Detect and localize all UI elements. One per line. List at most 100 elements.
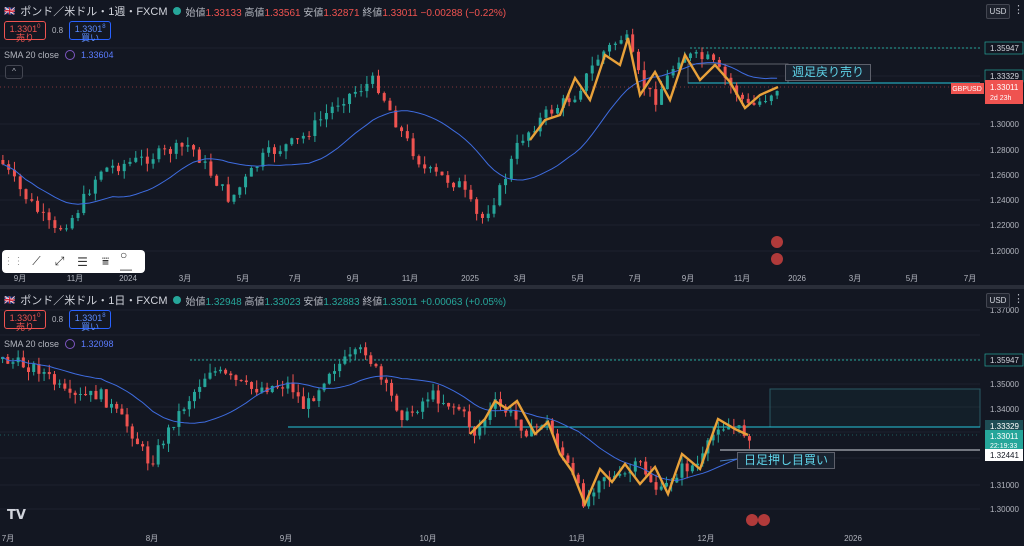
- indicator-settings-icon[interactable]: [65, 50, 76, 60]
- trade-buttons: 1.33010 売り 0.8 1.33018 買い: [4, 310, 112, 332]
- countdown-label: 22:19:33: [990, 443, 1017, 450]
- time-label: 2026: [788, 274, 806, 283]
- candle: [680, 463, 684, 478]
- uk-flag-event-icon: [771, 253, 783, 265]
- weekly-annotation[interactable]: 週足戻り売り: [785, 64, 872, 81]
- fib-icon[interactable]: ⩸: [101, 254, 110, 268]
- candle: [411, 138, 415, 157]
- more-menu-icon[interactable]: ⋮: [1013, 293, 1024, 305]
- buy-button[interactable]: 1.33018 買い: [69, 21, 112, 43]
- candle: [313, 120, 317, 137]
- candle: [463, 181, 467, 190]
- buy-zone-box: [769, 388, 981, 428]
- indicator-settings-icon[interactable]: [65, 339, 76, 349]
- current-price-tag: [985, 80, 1023, 104]
- sma-line: [2, 62, 778, 205]
- candle: [623, 473, 627, 475]
- price-label: 1.24000: [990, 196, 1019, 205]
- candle: [382, 93, 386, 101]
- candle: [330, 106, 334, 114]
- sell-button[interactable]: 1.33010 売り: [4, 310, 46, 332]
- collapse-legend-button[interactable]: ^: [5, 65, 23, 79]
- candle: [648, 87, 652, 90]
- time-label: 5月: [572, 274, 584, 283]
- candle: [301, 135, 305, 139]
- currency-button[interactable]: USD: [986, 293, 1010, 308]
- candle: [76, 213, 80, 218]
- symbol-title[interactable]: ポンド／米ドル・1日・FXCM: [20, 295, 168, 307]
- candle: [208, 372, 212, 379]
- candle: [336, 105, 340, 107]
- candle: [284, 144, 288, 152]
- trendline-icon[interactable]: ⟋: [32, 254, 41, 268]
- daily-annotation[interactable]: 日足押し目買い: [737, 452, 836, 469]
- candle: [130, 426, 134, 439]
- tradingview-logo[interactable]: TV: [7, 508, 26, 523]
- candle: [388, 100, 392, 111]
- price-label: 1.30000: [990, 505, 1019, 514]
- candle: [312, 398, 316, 402]
- ray-icon[interactable]: ⤢: [54, 254, 65, 268]
- pane-divider[interactable]: [0, 285, 1024, 289]
- candle: [633, 461, 637, 472]
- candle: [550, 109, 554, 114]
- candle: [42, 372, 46, 374]
- candle: [358, 347, 362, 350]
- candle: [740, 94, 744, 99]
- candle: [18, 176, 22, 190]
- candle: [215, 175, 219, 186]
- candle: [11, 362, 15, 364]
- candle: [417, 156, 421, 165]
- candle: [584, 73, 588, 91]
- weekly-chart-pane[interactable]: 1.35947 1.33329 1.30000 1.28000 1.26000 1.240…: [0, 0, 1024, 285]
- candle: [12, 169, 16, 177]
- candle: [322, 383, 326, 391]
- candle: [677, 62, 681, 70]
- time-label: 2024: [119, 274, 137, 283]
- more-menu-icon[interactable]: ⋮: [1013, 4, 1024, 16]
- candle: [431, 390, 435, 400]
- candle: [255, 388, 259, 393]
- daily-chart-canvas[interactable]: 1.370001.359471.350001.340001.333291.330…: [0, 289, 1024, 546]
- symbol-tag-text: GBPUSD: [952, 86, 982, 93]
- weekly-chart-canvas[interactable]: 1.35947 1.33329 1.30000 1.28000 1.26000 1.240…: [0, 0, 1024, 285]
- symbol-title[interactable]: ポンド／米ドル・1週・FXCM: [20, 6, 168, 18]
- candle: [544, 109, 548, 118]
- candle: [238, 187, 242, 195]
- drag-handle-icon[interactable]: ⋮⋮: [3, 256, 24, 267]
- spread-value: 0.8: [52, 26, 64, 35]
- candle: [232, 194, 236, 202]
- sma-indicator-legend[interactable]: SMA 20 close 1.33604: [4, 50, 114, 60]
- candle: [573, 99, 577, 103]
- candle: [480, 213, 484, 218]
- sell-button[interactable]: 1.33010 売り: [4, 21, 46, 43]
- parallel-channel-icon[interactable]: ☰: [77, 254, 88, 269]
- candle: [364, 347, 368, 356]
- price-label: 1.33329: [990, 422, 1019, 431]
- sma-indicator-legend[interactable]: SMA 20 close 1.32098: [4, 339, 114, 349]
- ohlc-values: 始値1.33133 高値1.33561 安値1.32871 終値1.33011 …: [185, 7, 507, 19]
- weekly-legend: 🇬🇧 ポンド／米ドル・1週・FXCM 始値1.33133 高値1.33561 安…: [4, 3, 506, 19]
- buy-button[interactable]: 1.33018 買い: [69, 310, 112, 332]
- currency-button[interactable]: USD: [986, 4, 1010, 19]
- candle: [203, 161, 207, 163]
- time-label: 3月: [514, 274, 526, 283]
- horizontal-ray-icon[interactable]: ○—: [120, 247, 132, 276]
- candle: [521, 140, 525, 143]
- us-flag-event-icon: [771, 236, 783, 248]
- candle: [172, 426, 176, 428]
- candle: [168, 149, 172, 154]
- price-label: 1.31000: [990, 481, 1019, 490]
- time-label: 9月: [280, 534, 292, 543]
- candle: [161, 443, 165, 446]
- candle: [608, 44, 612, 52]
- spread-value: 0.8: [52, 315, 64, 324]
- candle: [556, 108, 560, 114]
- time-label: 7月: [289, 274, 301, 283]
- candle: [224, 369, 228, 374]
- price-label: 1.34000: [990, 405, 1019, 414]
- daily-chart-pane[interactable]: 1.37000 1.35947 1.35000 1.34000 1.33329 1.330…: [0, 289, 1024, 546]
- candle: [163, 148, 167, 150]
- time-label: 5月: [906, 274, 918, 283]
- candle: [174, 142, 178, 154]
